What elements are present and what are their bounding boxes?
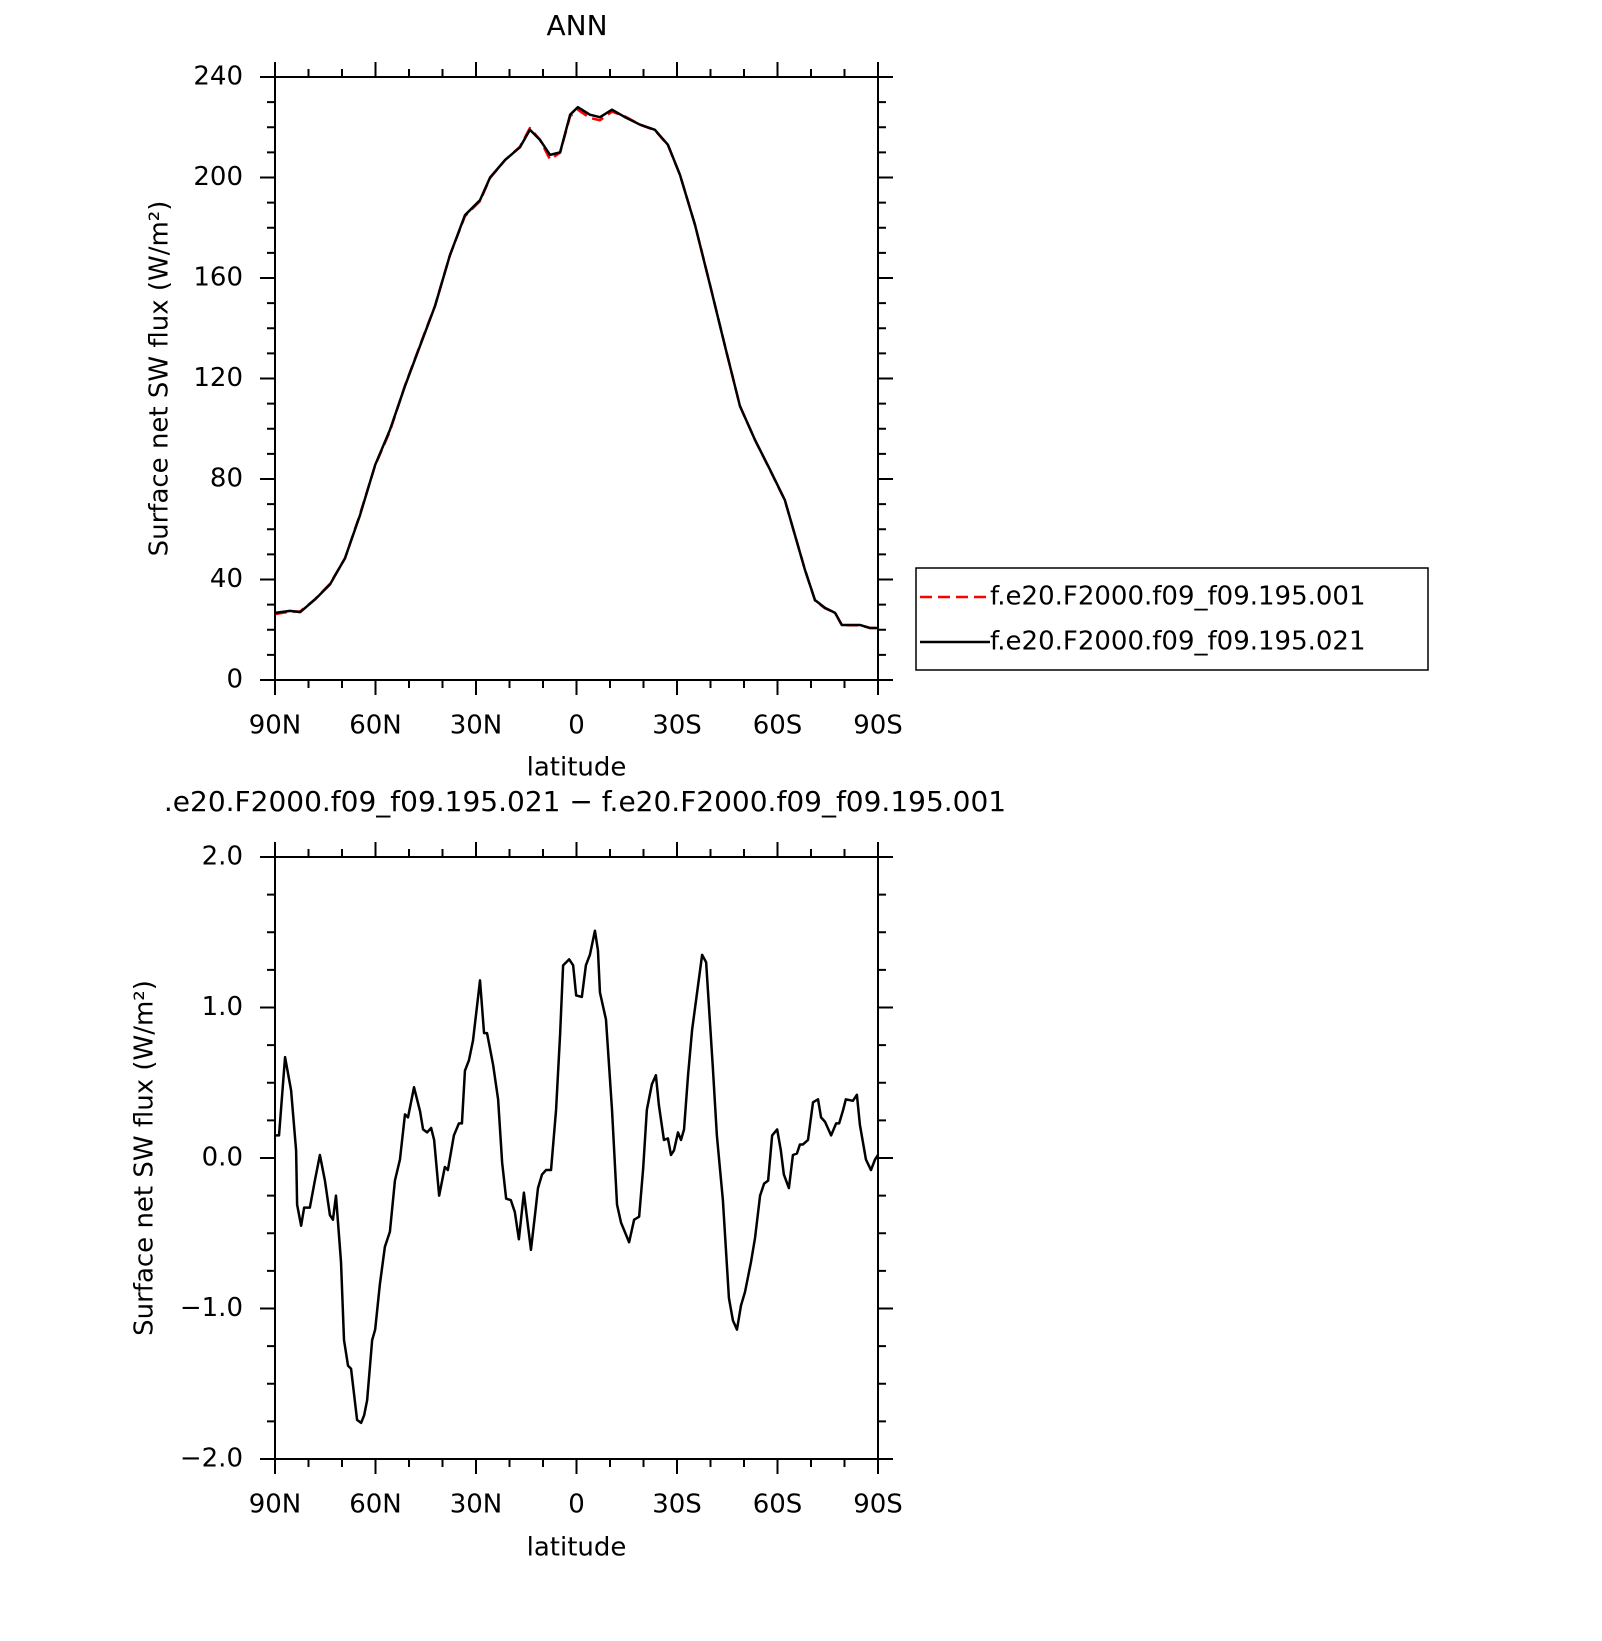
x-tick-label: 60N <box>349 1490 402 1520</box>
y-tick-label: 160 <box>193 263 243 293</box>
plot-frame <box>274 76 879 681</box>
legend-label: f.e20.F2000.f09_f09.195.001 <box>990 582 1366 612</box>
x-axis-label: latitude <box>527 1533 627 1563</box>
y-tick-label: 40 <box>210 564 243 594</box>
x-tick-label: 60S <box>753 1490 803 1520</box>
data-line <box>275 929 878 1425</box>
y-tick-label: 120 <box>193 363 243 393</box>
y-tick-label: 1.0 <box>202 992 243 1022</box>
plot-frame <box>274 856 879 1460</box>
y-tick-label: −2.0 <box>180 1444 243 1474</box>
x-tick-label: 90N <box>249 711 302 741</box>
x-tick-label: 60N <box>349 711 402 741</box>
x-tick-label: 0 <box>568 711 585 741</box>
y-tick-label: −1.0 <box>180 1293 243 1323</box>
chart-title: .e20.F2000.f09_f09.195.021 − f.e20.F2000… <box>164 785 1006 818</box>
legend-label: f.e20.F2000.f09_f09.195.021 <box>990 627 1366 657</box>
chart-title: ANN <box>546 9 607 42</box>
data-line <box>275 105 878 630</box>
y-axis-label: Surface net SW flux (W/m²) <box>145 201 175 557</box>
y-tick-label: 200 <box>193 162 243 192</box>
y-tick-label: 0.0 <box>202 1143 243 1173</box>
x-tick-label: 90S <box>853 1490 903 1520</box>
y-axis-label: Surface net SW flux (W/m²) <box>130 980 160 1336</box>
data-line <box>275 108 878 630</box>
x-axis-label: latitude <box>527 753 627 783</box>
x-tick-label: 60S <box>753 711 803 741</box>
legend-box <box>915 567 1429 671</box>
x-tick-label: 0 <box>568 1490 585 1520</box>
x-tick-label: 90S <box>853 711 903 741</box>
x-tick-label: 90N <box>249 1490 302 1520</box>
plot-area <box>275 929 878 1425</box>
y-tick-label: 2.0 <box>202 842 243 872</box>
y-tick-label: 0 <box>226 665 243 695</box>
x-tick-label: 30S <box>652 1490 702 1520</box>
plot-area <box>275 105 878 630</box>
x-tick-label: 30N <box>450 711 503 741</box>
y-tick-label: 80 <box>210 464 243 494</box>
x-tick-label: 30S <box>652 711 702 741</box>
x-tick-label: 30N <box>450 1490 503 1520</box>
y-tick-label: 240 <box>193 62 243 92</box>
